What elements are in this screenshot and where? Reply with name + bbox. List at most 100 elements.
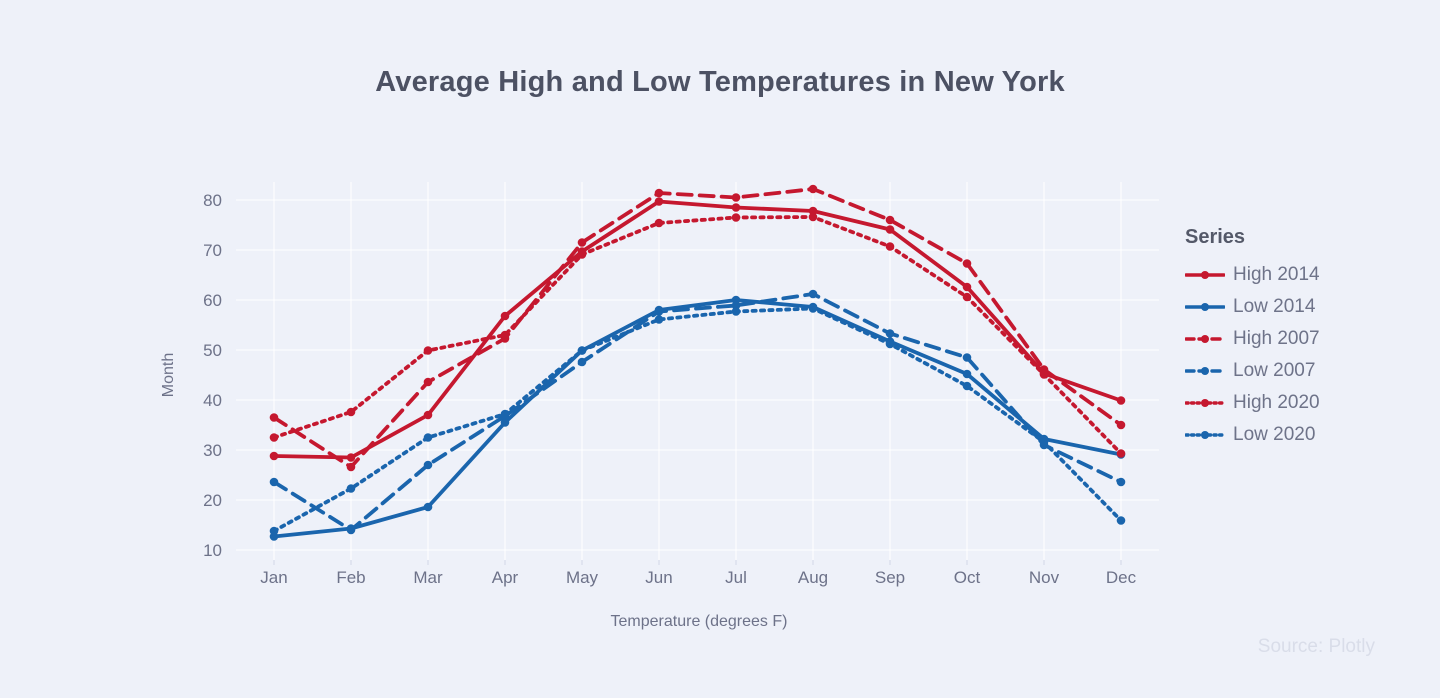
- marker-high-2014-mar[interactable]: [423, 410, 433, 420]
- series-line-low-2020[interactable]: [272, 306, 1123, 533]
- x-axis-title: Temperature (degrees F): [611, 613, 788, 630]
- x-tick-label-jan: Jan: [260, 568, 287, 587]
- marker-low-2020-oct[interactable]: [962, 381, 972, 391]
- x-tick-label-apr: Apr: [492, 568, 519, 587]
- legend-label-low-2020: Low 2020: [1233, 424, 1316, 445]
- marker-low-2020-apr[interactable]: [500, 409, 510, 419]
- marker-low-2014-mar[interactable]: [423, 502, 433, 512]
- marker-high-2007-oct[interactable]: [962, 259, 972, 268]
- y-tick-label-10: 10: [203, 541, 222, 560]
- series-line-high-2007[interactable]: [272, 187, 1123, 469]
- y-tick-label-30: 30: [203, 441, 222, 460]
- marker-high-2007-may[interactable]: [577, 238, 587, 247]
- legend: Series High 2014 Low 2014 High 2007 Low 200…: [1185, 226, 1395, 451]
- marker-low-2020-jun[interactable]: [654, 315, 664, 324]
- marker-high-2007-feb[interactable]: [346, 462, 356, 472]
- marker-high-2020-apr[interactable]: [500, 330, 510, 340]
- x-tick-label-nov: Nov: [1029, 568, 1060, 587]
- series-line-low-2007[interactable]: [272, 292, 1123, 532]
- legend-sample-low-2014: [1185, 303, 1225, 311]
- legend-item-high-2014[interactable]: High 2014: [1185, 259, 1395, 291]
- marker-high-2007-jun[interactable]: [654, 188, 664, 198]
- legend-item-high-2007[interactable]: High 2007: [1185, 323, 1395, 355]
- marker-high-2007-dec[interactable]: [1116, 420, 1126, 430]
- marker-low-2014-oct[interactable]: [962, 369, 972, 379]
- x-tick-label-may: May: [566, 568, 599, 587]
- series-line-high-2020[interactable]: [272, 215, 1123, 456]
- marker-low-2020-jan[interactable]: [269, 526, 279, 536]
- legend-item-low-2020[interactable]: Low 2020: [1185, 419, 1395, 451]
- marker-high-2014-jul[interactable]: [731, 203, 741, 212]
- legend-label-high-2007: High 2007: [1233, 328, 1320, 349]
- marker-high-2014-apr[interactable]: [500, 311, 510, 321]
- marker-low-2007-mar[interactable]: [423, 460, 433, 470]
- legend-sample-high-2020: [1185, 399, 1225, 407]
- marker-high-2007-sep[interactable]: [885, 215, 895, 225]
- marker-low-2007-jan[interactable]: [269, 477, 279, 487]
- y-tick-label-40: 40: [203, 391, 222, 410]
- marker-low-2007-may[interactable]: [577, 357, 587, 367]
- marker-low-2020-nov[interactable]: [1039, 437, 1049, 447]
- axis-layer: 10 20 30 40 50 60 70 80 Jan Feb Mar Apr May Jun Jul Aug…: [203, 191, 1137, 587]
- marker-high-2014-sep[interactable]: [885, 225, 895, 234]
- legend-item-high-2020[interactable]: High 2020: [1185, 387, 1395, 419]
- x-tick-label-jul: Jul: [725, 568, 747, 587]
- marker-high-2020-nov[interactable]: [1039, 370, 1049, 379]
- marker-low-2020-feb[interactable]: [346, 484, 356, 493]
- marker-low-2020-mar[interactable]: [423, 433, 433, 442]
- legend-label-low-2007: Low 2007: [1233, 360, 1316, 381]
- marker-high-2020-jun[interactable]: [654, 218, 664, 228]
- marker-low-2007-dec[interactable]: [1116, 477, 1126, 487]
- legend-label-low-2014: Low 2014: [1233, 296, 1316, 317]
- marker-high-2014-dec[interactable]: [1116, 396, 1126, 405]
- marker-high-2007-jan[interactable]: [269, 413, 279, 422]
- legend-item-low-2014[interactable]: Low 2014: [1185, 291, 1395, 323]
- marker-high-2014-oct[interactable]: [962, 282, 972, 292]
- marker-high-2014-jun[interactable]: [654, 197, 664, 206]
- marker-low-2014-apr[interactable]: [500, 418, 510, 427]
- marker-high-2020-sep[interactable]: [885, 242, 895, 251]
- marker-low-2020-may[interactable]: [577, 346, 587, 355]
- y-tick-label-80: 80: [203, 191, 222, 210]
- marker-low-2020-jul[interactable]: [731, 307, 741, 316]
- legend-label-high-2020: High 2020: [1233, 392, 1320, 413]
- series-line-high-2014[interactable]: [272, 199, 1123, 460]
- marker-high-2007-aug[interactable]: [808, 184, 818, 194]
- legend-sample-low-2007: [1185, 367, 1225, 375]
- marker-high-2014-aug[interactable]: [808, 206, 818, 216]
- legend-item-low-2007[interactable]: Low 2007: [1185, 355, 1395, 387]
- marker-high-2020-feb[interactable]: [346, 407, 356, 417]
- marker-low-2020-sep[interactable]: [885, 339, 895, 349]
- legend-label-high-2014: High 2014: [1233, 264, 1320, 285]
- marker-low-2007-oct[interactable]: [962, 353, 972, 362]
- plot-area[interactable]: [236, 182, 1159, 560]
- series-high-2020[interactable]: [269, 212, 1126, 458]
- marker-low-2007-aug[interactable]: [808, 289, 818, 299]
- series-line-low-2014[interactable]: [272, 298, 1123, 539]
- marker-high-2020-mar[interactable]: [423, 346, 433, 355]
- y-tick-label-20: 20: [203, 491, 222, 510]
- marker-low-2007-sep[interactable]: [885, 329, 895, 338]
- x-tick-label-dec: Dec: [1106, 568, 1137, 587]
- marker-high-2020-jan[interactable]: [269, 433, 279, 442]
- marker-high-2020-oct[interactable]: [962, 292, 972, 302]
- marker-high-2007-mar[interactable]: [423, 377, 433, 387]
- series-layer: [269, 184, 1126, 541]
- x-tick-label-sep: Sep: [875, 568, 905, 587]
- marker-high-2020-dec[interactable]: [1116, 449, 1126, 458]
- marker-low-2007-jul[interactable]: [731, 301, 741, 310]
- marker-high-2014-jan[interactable]: [269, 451, 279, 461]
- marker-high-2020-jul[interactable]: [731, 213, 741, 222]
- marker-high-2020-aug[interactable]: [808, 212, 818, 222]
- marker-low-2007-jun[interactable]: [654, 307, 664, 316]
- x-tick-label-oct: Oct: [954, 568, 981, 587]
- series-low-2020[interactable]: [269, 304, 1126, 536]
- marker-low-2007-feb[interactable]: [346, 525, 356, 535]
- marker-high-2007-jul[interactable]: [731, 193, 741, 202]
- marker-high-2020-may[interactable]: [577, 250, 587, 259]
- marker-low-2020-aug[interactable]: [808, 304, 818, 313]
- marker-high-2014-feb[interactable]: [346, 453, 356, 462]
- marker-low-2020-dec[interactable]: [1116, 516, 1126, 525]
